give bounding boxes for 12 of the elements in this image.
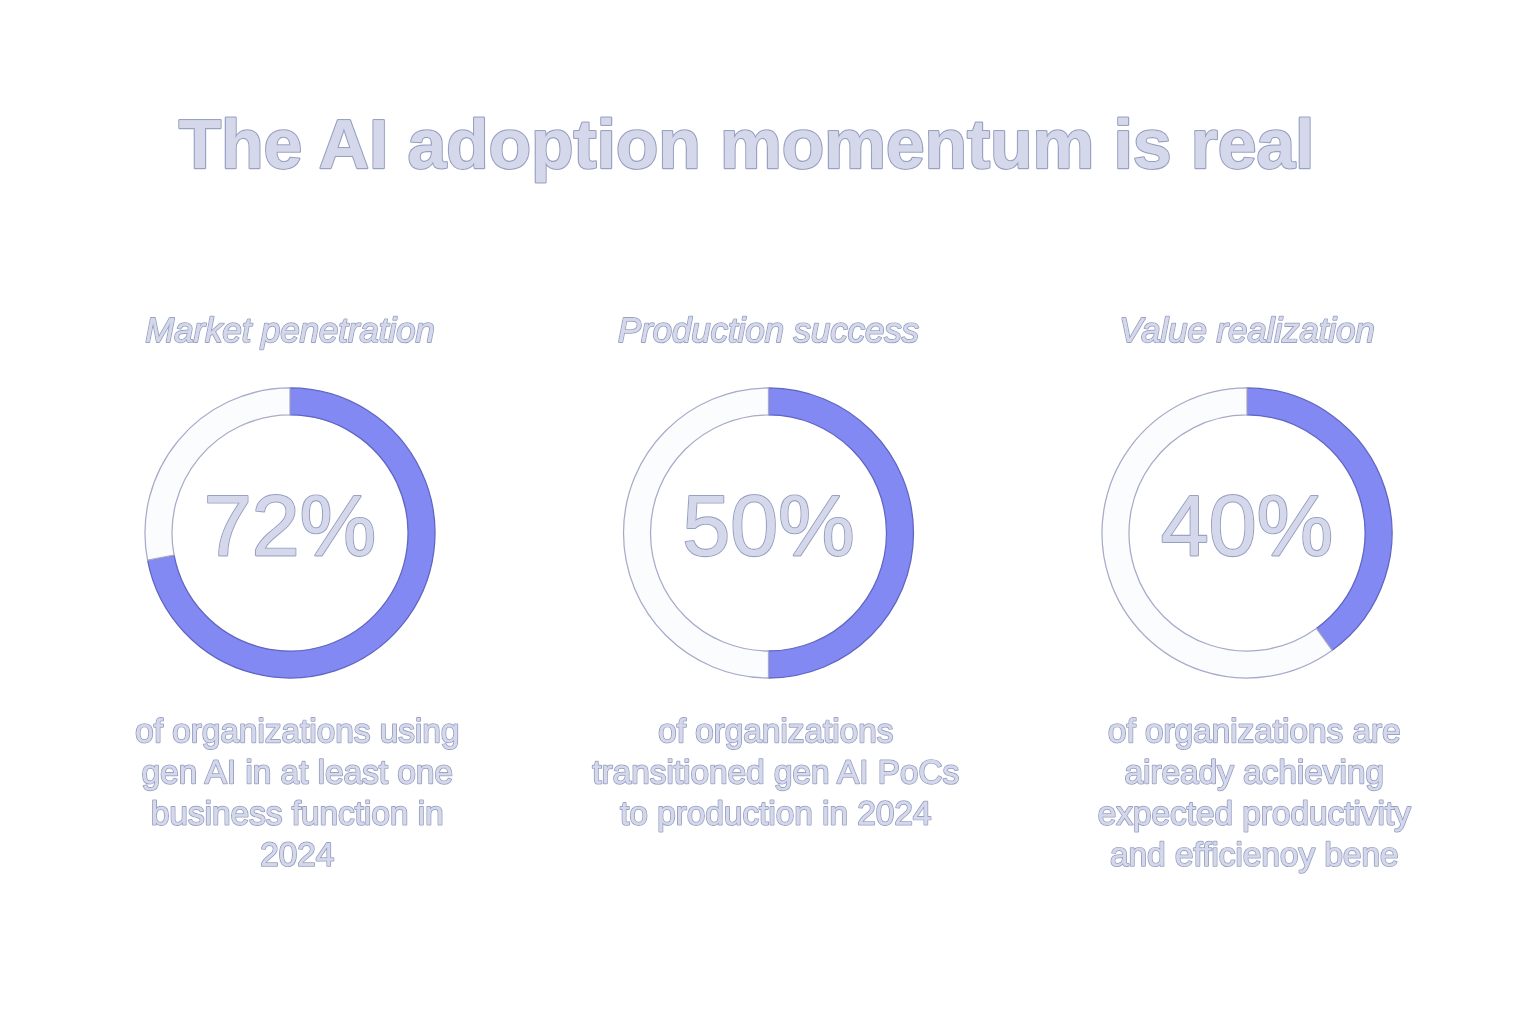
chart-title: Value realization xyxy=(1122,316,1374,343)
text: The AI adoption momentum is real xyxy=(179,117,1310,183)
chart-title: Market penetration xyxy=(146,316,434,350)
text: of organizations transitioned gen AI PoCs to production in 2024 xyxy=(592,718,959,832)
data-label: 50% xyxy=(685,495,852,557)
data-label: 72% xyxy=(208,495,374,556)
data-label: 40% xyxy=(1162,495,1331,557)
text: of organizations using gen AI in at least one business function in 2024 xyxy=(136,718,458,867)
donut-slice xyxy=(146,387,436,679)
chart-title: Production success xyxy=(619,316,919,343)
text: of organizations are aiready achieving expected productivity and efficienoy bene xyxy=(1099,718,1411,873)
donut-slice xyxy=(1101,387,1333,679)
